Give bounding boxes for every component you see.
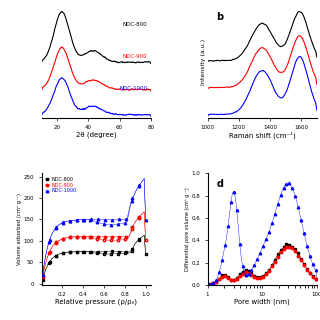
Legend: NDC-800, NDC-900, NDC-1000: NDC-800, NDC-900, NDC-1000 bbox=[44, 176, 77, 194]
NDC-1000 bbox=[99, 217, 103, 221]
NDC-1000 bbox=[126, 214, 130, 218]
Text: d: d bbox=[216, 179, 223, 189]
Text: NDC-800: NDC-800 bbox=[123, 22, 148, 27]
NDC-1000 bbox=[112, 218, 116, 221]
NDC-900 bbox=[99, 235, 103, 238]
NDC-800 bbox=[99, 249, 103, 253]
NDC-1000 bbox=[95, 218, 99, 221]
NDC-900 bbox=[41, 276, 44, 279]
NDC-900 bbox=[95, 235, 99, 239]
Y-axis label: Intensity (a.u.): Intensity (a.u.) bbox=[201, 39, 206, 85]
NDC-900 bbox=[142, 210, 146, 214]
NDC-900 bbox=[75, 235, 78, 239]
Text: NDC-900: NDC-900 bbox=[123, 54, 148, 59]
X-axis label: Pore width (nm): Pore width (nm) bbox=[234, 299, 290, 305]
Line: NDC-800: NDC-800 bbox=[41, 234, 147, 281]
NDC-800 bbox=[75, 250, 78, 254]
NDC-800 bbox=[95, 250, 99, 254]
NDC-800 bbox=[41, 278, 44, 282]
NDC-900 bbox=[82, 235, 85, 239]
NDC-900 bbox=[126, 235, 130, 238]
NDC-1000 bbox=[75, 218, 78, 222]
NDC-1000 bbox=[41, 273, 44, 277]
Text: b: b bbox=[216, 12, 223, 22]
NDC-900 bbox=[112, 235, 116, 238]
Line: NDC-900: NDC-900 bbox=[41, 211, 147, 279]
Line: NDC-1000: NDC-1000 bbox=[41, 177, 147, 276]
NDC-800 bbox=[82, 250, 85, 253]
NDC-900 bbox=[144, 238, 148, 242]
X-axis label: Raman shift (cm⁻¹): Raman shift (cm⁻¹) bbox=[229, 132, 296, 139]
NDC-800 bbox=[144, 252, 148, 256]
NDC-800 bbox=[142, 233, 146, 237]
Text: NDC-1000: NDC-1000 bbox=[119, 86, 148, 91]
Y-axis label: Volume adsorbed (cm³ g⁻¹): Volume adsorbed (cm³ g⁻¹) bbox=[17, 193, 22, 265]
NDC-1000 bbox=[144, 218, 148, 222]
X-axis label: 2θ (degree): 2θ (degree) bbox=[76, 132, 116, 138]
NDC-800 bbox=[126, 250, 130, 254]
NDC-1000 bbox=[82, 218, 85, 221]
NDC-800 bbox=[112, 249, 116, 253]
X-axis label: Relative pressure (ρ/ρ₀): Relative pressure (ρ/ρ₀) bbox=[55, 299, 137, 305]
NDC-1000 bbox=[142, 177, 146, 180]
Y-axis label: Differential pore volume (cm³ g⁻¹): Differential pore volume (cm³ g⁻¹) bbox=[185, 187, 190, 271]
